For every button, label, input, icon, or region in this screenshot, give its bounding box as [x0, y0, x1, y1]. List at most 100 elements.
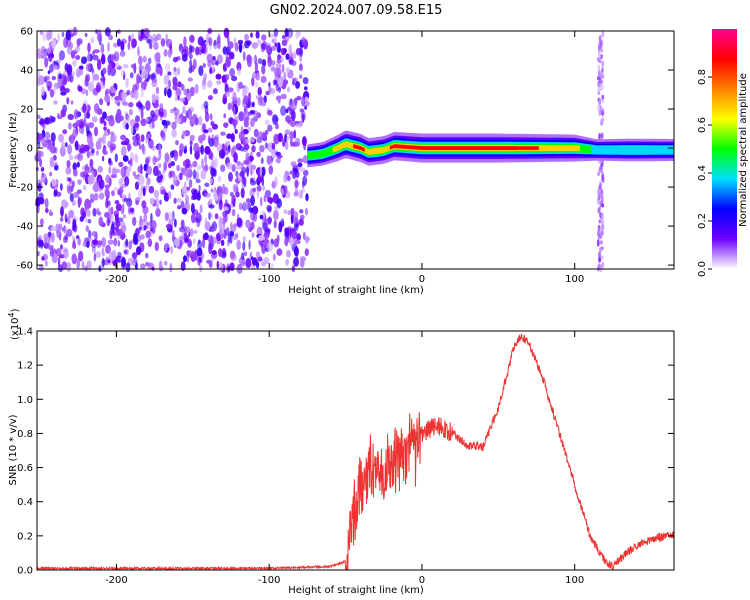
noise-blob [296, 233, 301, 241]
noise-blob [202, 237, 206, 249]
noise-blob [178, 149, 183, 157]
noise-blob [69, 193, 74, 202]
noise-blob [273, 28, 279, 37]
noise-blob [239, 146, 245, 152]
noise-blob [260, 157, 264, 165]
noise-blob [101, 155, 105, 162]
noise-blob [127, 113, 130, 123]
spectrogram-ytick-label: 20 [20, 105, 33, 116]
noise-blob [269, 263, 274, 269]
noise-blob [113, 51, 120, 62]
noise-blob [266, 204, 272, 212]
noise-blob [65, 142, 68, 148]
noise-blob [60, 216, 64, 222]
noise-blob [276, 58, 282, 64]
noise-blob [245, 220, 251, 228]
noise-blob [218, 149, 226, 159]
noise-blob [93, 193, 99, 201]
streak-blob [601, 67, 604, 73]
snr-ytick-label: 0.6 [17, 463, 33, 474]
noise-blob [113, 42, 119, 48]
noise-blob [227, 102, 232, 111]
noise-blob [164, 212, 169, 222]
noise-blob [204, 112, 210, 123]
noise-blob [301, 96, 306, 107]
noise-blob [44, 117, 51, 125]
noise-blob [131, 260, 137, 267]
noise-blob [138, 188, 143, 200]
noise-blob [260, 43, 266, 53]
noise-blob [88, 81, 94, 92]
noise-blob [96, 59, 102, 71]
noise-blob [160, 38, 166, 47]
noise-blob [61, 31, 65, 38]
noise-blob [236, 239, 241, 250]
noise-blob [44, 260, 48, 267]
spectrogram-xlabel: Height of straight line (km) [288, 285, 424, 296]
noise-blob [138, 65, 145, 71]
noise-blob [258, 234, 265, 241]
noise-blob [233, 152, 238, 163]
noise-blob [236, 160, 242, 166]
noise-blob [104, 212, 110, 218]
noise-blob [145, 261, 150, 267]
noise-blob [244, 33, 249, 41]
noise-blob [76, 161, 81, 168]
noise-blob [75, 119, 82, 127]
noise-blob [133, 237, 139, 245]
snr-ytick-label: 0.8 [17, 429, 33, 440]
noise-blob [148, 138, 154, 149]
streak-blob [597, 207, 601, 214]
noise-blob [302, 77, 309, 85]
noise-blob [304, 235, 310, 244]
noise-blob [57, 257, 61, 268]
noise-blob [205, 163, 208, 173]
noise-blob [257, 86, 262, 96]
noise-blob [210, 227, 215, 233]
noise-blob [245, 152, 251, 163]
noise-blob [35, 201, 41, 207]
noise-blob [180, 261, 186, 271]
noise-blob [72, 162, 77, 171]
noise-blob [131, 38, 135, 49]
noise-blob [281, 187, 284, 196]
noise-blob [263, 257, 270, 265]
noise-blob [231, 194, 236, 206]
noise-blob [288, 56, 294, 66]
noise-blob [110, 131, 115, 136]
noise-blob [159, 199, 162, 205]
noise-blob [102, 67, 107, 75]
noise-blob [280, 105, 287, 116]
noise-blob [91, 170, 95, 178]
noise-blob [49, 171, 52, 177]
noise-blob [143, 213, 148, 223]
noise-blob [140, 134, 145, 143]
noise-blob [169, 150, 175, 159]
noise-blob [38, 75, 45, 86]
noise-blob [291, 52, 297, 59]
spectrogram-noise [34, 26, 310, 274]
colorbar-tick-label: 0.8 [697, 69, 708, 85]
noise-blob [297, 158, 304, 163]
noise-blob [123, 249, 128, 255]
noise-blob [285, 258, 289, 266]
noise-blob [107, 200, 111, 207]
noise-blob [164, 63, 171, 72]
noise-blob [138, 55, 143, 66]
noise-blob [75, 68, 81, 78]
noise-blob [271, 38, 275, 44]
noise-blob [130, 123, 134, 135]
noise-blob [298, 167, 306, 172]
spectrogram-ylabel: Frequency (Hz) [8, 112, 19, 188]
streak-blob [601, 212, 604, 219]
noise-blob [264, 142, 268, 149]
noise-blob [196, 247, 203, 257]
snr-ytick-label: 1.0 [17, 395, 33, 406]
noise-blob [188, 44, 193, 55]
noise-blob [66, 160, 71, 168]
noise-blob [69, 134, 75, 144]
noise-blob [284, 129, 290, 136]
noise-blob [238, 111, 245, 122]
noise-blob [67, 45, 72, 55]
noise-blob [76, 39, 81, 48]
